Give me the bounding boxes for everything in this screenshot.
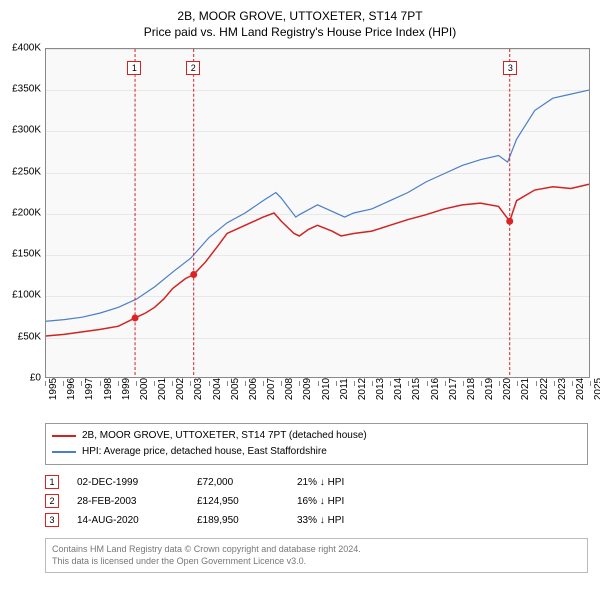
transaction-marker: 1 xyxy=(45,475,59,489)
sale-point-dot xyxy=(506,218,513,225)
legend-swatch xyxy=(52,435,76,437)
x-tick-label: 1995 xyxy=(48,378,59,400)
x-tick-label: 2020 xyxy=(502,378,513,400)
transaction-date: 02-DEC-1999 xyxy=(77,473,197,492)
transaction-price: £72,000 xyxy=(197,473,297,492)
x-tick-label: 2008 xyxy=(284,378,295,400)
y-tick-label: £250K xyxy=(12,166,41,177)
transaction-price: £189,950 xyxy=(197,511,297,530)
series-property xyxy=(46,184,589,336)
x-tick-label: 2007 xyxy=(266,378,277,400)
sale-point-dot xyxy=(190,271,197,278)
x-tick-label: 2014 xyxy=(393,378,404,400)
y-tick-label: £400K xyxy=(12,42,41,53)
marker-label: 1 xyxy=(127,61,141,75)
x-tick-label: 2011 xyxy=(339,378,350,400)
transaction-date: 14-AUG-2020 xyxy=(77,511,197,530)
transactions-table: 1 02-DEC-1999£72,00021% ↓ HPI 2 28-FEB-2003… xyxy=(45,473,588,530)
x-tick-label: 2005 xyxy=(230,378,241,400)
legend-item: HPI: Average price, detached house, East… xyxy=(52,444,581,460)
sale-point-dot xyxy=(132,314,139,321)
x-tick-label: 2016 xyxy=(430,378,441,400)
footer-line-1: Contains HM Land Registry data © Crown c… xyxy=(52,543,581,556)
transaction-price: £124,950 xyxy=(197,492,297,511)
x-tick-label: 2024 xyxy=(575,378,586,400)
transaction-hpi-diff: 33% ↓ HPI xyxy=(297,511,397,530)
x-tick-label: 2019 xyxy=(484,378,495,400)
x-tick-label: 1996 xyxy=(66,378,77,400)
transaction-date: 28-FEB-2003 xyxy=(77,492,197,511)
x-tick-label: 2001 xyxy=(157,378,168,400)
x-tick-label: 2006 xyxy=(248,378,259,400)
chart-title: 2B, MOOR GROVE, UTTOXETER, ST14 7PT xyxy=(0,0,600,25)
chart-plot xyxy=(45,48,590,378)
x-axis-labels: 1995 1996 1997 1998 1999 2000 2001 2002 2003 2004… xyxy=(45,381,590,421)
transaction-row: 2 28-FEB-2003£124,95016% ↓ HPI xyxy=(45,492,588,511)
x-tick-label: 2009 xyxy=(302,378,313,400)
x-tick-label: 2017 xyxy=(448,378,459,400)
footer-line-2: This data is licensed under the Open Gov… xyxy=(52,555,581,568)
transaction-hpi-diff: 21% ↓ HPI xyxy=(297,473,397,492)
x-tick-label: 2010 xyxy=(321,378,332,400)
legend-label: HPI: Average price, detached house, East… xyxy=(82,444,327,460)
x-tick-label: 2022 xyxy=(539,378,550,400)
transaction-hpi-diff: 16% ↓ HPI xyxy=(297,492,397,511)
series-hpi xyxy=(46,90,589,321)
chart-subtitle: Price paid vs. HM Land Registry's House … xyxy=(0,25,600,43)
marker-label: 2 xyxy=(186,61,200,75)
x-tick-label: 2004 xyxy=(212,378,223,400)
x-tick-label: 1998 xyxy=(103,378,114,400)
legend-label: 2B, MOOR GROVE, UTTOXETER, ST14 7PT (det… xyxy=(82,428,367,444)
y-tick-label: £100K xyxy=(12,290,41,301)
chart-area: £0 £50K £100K £150K £200K £250K £300K £350K £400… xyxy=(0,43,600,423)
x-tick-label: 1997 xyxy=(84,378,95,400)
y-tick-label: £200K xyxy=(12,207,41,218)
x-tick-label: 2002 xyxy=(175,378,186,400)
x-tick-label: 2013 xyxy=(375,378,386,400)
transaction-marker: 2 xyxy=(45,494,59,508)
legend: 2B, MOOR GROVE, UTTOXETER, ST14 7PT (det… xyxy=(45,423,588,465)
transaction-row: 3 14-AUG-2020£189,95033% ↓ HPI xyxy=(45,511,588,530)
x-tick-label: 2025 xyxy=(593,378,600,400)
legend-item: 2B, MOOR GROVE, UTTOXETER, ST14 7PT (det… xyxy=(52,428,581,444)
legend-swatch xyxy=(52,451,76,453)
transaction-row: 1 02-DEC-1999£72,00021% ↓ HPI xyxy=(45,473,588,492)
y-tick-label: £300K xyxy=(12,125,41,136)
y-tick-label: £0 xyxy=(30,372,41,383)
x-tick-label: 2021 xyxy=(520,378,531,400)
y-tick-label: £350K xyxy=(12,84,41,95)
marker-label: 3 xyxy=(503,61,517,75)
y-tick-label: £50K xyxy=(18,331,41,342)
x-tick-label: 2018 xyxy=(466,378,477,400)
x-tick-label: 2003 xyxy=(193,378,204,400)
y-tick-label: £150K xyxy=(12,249,41,260)
x-tick-label: 2000 xyxy=(139,378,150,400)
x-tick-label: 2012 xyxy=(357,378,368,400)
x-tick-label: 1999 xyxy=(121,378,132,400)
x-tick-label: 2023 xyxy=(557,378,568,400)
x-tick-label: 2015 xyxy=(411,378,422,400)
chart-svg xyxy=(46,49,589,377)
transaction-marker: 3 xyxy=(45,513,59,527)
footer-attribution: Contains HM Land Registry data © Crown c… xyxy=(45,538,588,573)
y-axis-labels: £0£50K£100K£150K£200K£250K£300K£350K£400… xyxy=(0,48,43,378)
